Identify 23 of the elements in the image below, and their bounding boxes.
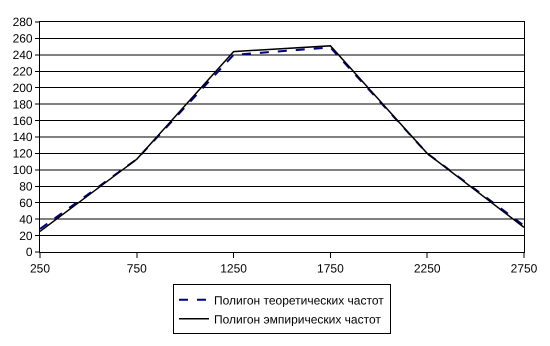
y-tick-label: 260 bbox=[12, 32, 33, 46]
y-tick-label: 140 bbox=[12, 130, 33, 144]
y-tick-label: 180 bbox=[12, 97, 33, 112]
y-tick-label: 40 bbox=[19, 212, 33, 226]
y-tick-label: 280 bbox=[12, 15, 33, 30]
y-tick-label: 100 bbox=[12, 163, 33, 178]
x-tick-label: 1750 bbox=[317, 261, 344, 276]
y-tick-label: 20 bbox=[19, 228, 33, 243]
legend-label: Полигон эмпирических частот bbox=[214, 312, 382, 326]
x-tick-label: 2250 bbox=[414, 261, 441, 276]
y-tick-label: 60 bbox=[19, 196, 33, 210]
y-tick-label: 220 bbox=[12, 64, 33, 78]
y-tick-label: 240 bbox=[12, 48, 33, 62]
y-tick-label: 0 bbox=[26, 245, 33, 260]
legend-label: Полигон теоретических частот bbox=[214, 293, 384, 308]
y-tick-label: 200 bbox=[12, 80, 33, 95]
x-tick-label: 750 bbox=[126, 261, 148, 276]
y-tick-label: 120 bbox=[12, 146, 33, 161]
y-tick-label: 80 bbox=[19, 179, 33, 194]
y-tick-label: 160 bbox=[12, 114, 33, 128]
x-tick-label: 250 bbox=[30, 261, 50, 276]
x-tick-label: 2750 bbox=[510, 261, 538, 276]
x-tick-label: 1250 bbox=[220, 261, 248, 276]
